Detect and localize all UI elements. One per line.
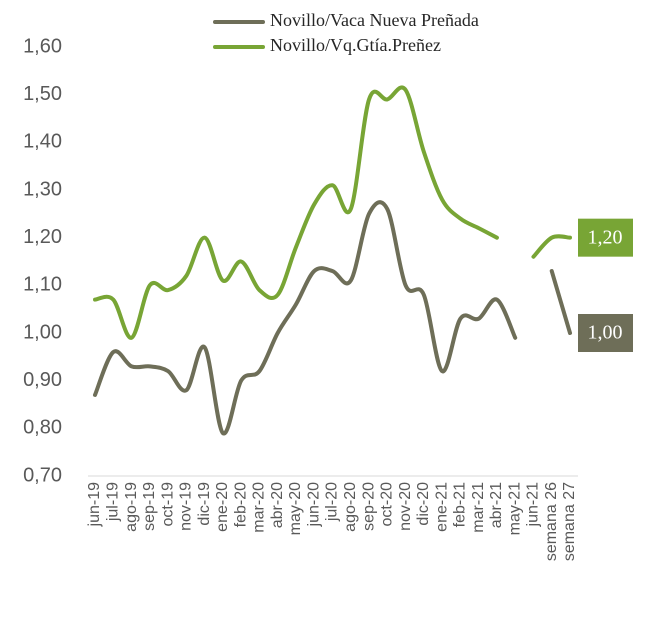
y-tick-label: 1,60 — [23, 35, 62, 57]
y-tick-label: 0,70 — [23, 464, 62, 486]
y-tick-label: 1,00 — [23, 321, 62, 343]
legend-label: Novillo/Vaca Nueva Preñada — [270, 10, 479, 30]
x-tick-label: mar-20 — [251, 482, 268, 533]
x-tick-label: ene-21 — [433, 482, 450, 532]
end-label: 1,00 — [588, 322, 623, 344]
x-tick-label: jul-19 — [104, 482, 121, 522]
x-tick-label: sep-19 — [141, 482, 158, 531]
x-tick-label: dic-20 — [415, 482, 432, 526]
end-label: 1,20 — [588, 226, 623, 248]
y-tick-label: 1,50 — [23, 83, 62, 105]
x-tick-label: semana 27 — [561, 482, 578, 561]
x-tick-label: may-20 — [287, 482, 304, 535]
series-line — [93, 85, 572, 340]
x-tick-label: ene-20 — [214, 482, 231, 532]
x-tick-label: feb-21 — [452, 482, 469, 527]
y-tick-label: 1,30 — [23, 178, 62, 200]
x-tick-label: ago-20 — [342, 482, 359, 532]
x-tick-label: sep-20 — [360, 482, 377, 531]
y-tick-label: 1,10 — [23, 274, 62, 296]
x-tick-label: oct-19 — [159, 482, 176, 527]
x-tick-label: ago-19 — [123, 482, 140, 532]
y-tick-label: 0,80 — [23, 417, 62, 439]
x-tick-label: nov-20 — [397, 482, 414, 531]
x-tick-label: jun-19 — [86, 482, 103, 528]
y-tick-label: 0,90 — [23, 369, 62, 391]
x-tick-label: feb-20 — [232, 482, 249, 527]
x-tick-label: dic-19 — [196, 482, 213, 526]
end-label-box — [578, 314, 633, 352]
legend-label: Novillo/Vq.Gtía.Preñez — [270, 35, 441, 55]
x-tick-label: may-21 — [506, 482, 523, 535]
x-tick-label: jun-20 — [305, 482, 322, 528]
x-tick-label: abr-20 — [269, 482, 286, 528]
x-tick-label: oct-20 — [379, 482, 396, 527]
y-tick-label: 1,40 — [23, 131, 62, 153]
x-tick-label: jun-21 — [525, 482, 542, 528]
x-tick-label: jul-20 — [324, 482, 341, 522]
series-line — [93, 200, 572, 436]
x-tick-label: semana 26 — [543, 482, 560, 561]
x-tick-label: mar-21 — [470, 482, 487, 533]
x-tick-label: abr-21 — [488, 482, 505, 528]
y-tick-label: 1,20 — [23, 226, 62, 248]
x-tick-label: nov-19 — [178, 482, 195, 531]
end-label-box — [578, 218, 633, 257]
